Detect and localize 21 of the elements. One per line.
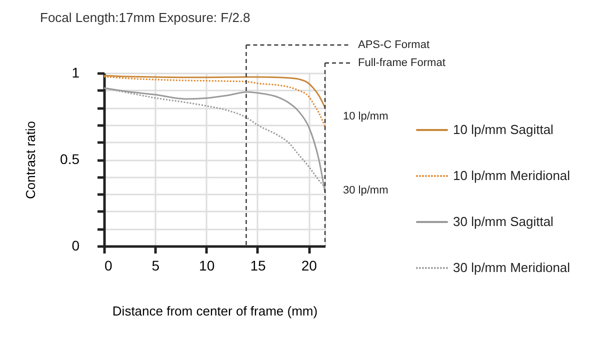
annotation: 30 lp/mm [343,184,388,197]
line-series [103,74,326,108]
y-tick-label: 0.5 [60,151,80,167]
x-tick-label: 20 [301,258,318,274]
legend-label: 30 lp/mm Meridional [453,260,570,275]
ref-line-label: APS-C Format [358,39,430,51]
chart-title: Focal Length:17mm Exposure: F/2.8 [40,10,250,25]
y-axis-title: Contrast ratio [23,120,38,200]
ref-line-label: Full-frame Format [358,57,446,69]
legend-label: 30 lp/mm Sagittal [453,214,554,229]
x-tick-label: 5 [152,258,160,274]
x-axis-title: Distance from center of frame (mm) [112,304,318,318]
line-series [103,76,326,128]
legend-label: 10 lp/mm Sagittal [453,122,554,137]
x-tick-label: 0 [104,258,112,274]
y-tick-label: 0 [72,238,80,254]
x-tick-label: 15 [250,258,266,274]
annotation: 10 lp/mm [343,110,388,122]
x-tick-label: 10 [199,258,215,274]
legend-label: 10 lp/mm Meridional [453,168,570,183]
y-tick-label: 1 [72,64,80,80]
